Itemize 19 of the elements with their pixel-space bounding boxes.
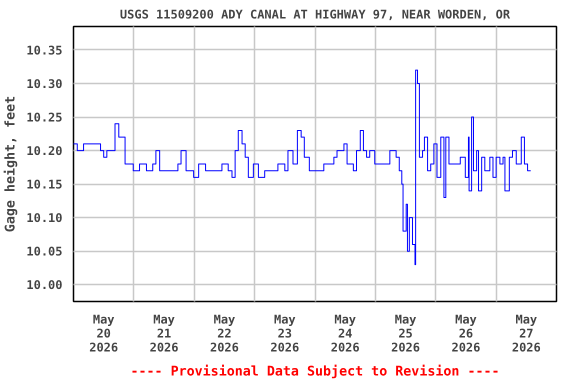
y-tick-label: 10.10	[26, 211, 62, 226]
y-tick-label: 10.20	[26, 144, 62, 158]
x-tick-label: May 25 2026	[391, 312, 420, 354]
text: ---- Provisional Data Subject to Revision ----	[130, 364, 500, 380]
x-tick-label: May 27 2026	[512, 312, 541, 354]
x-tick-label: May 26 2026	[451, 312, 480, 354]
x-tick-label: May 21 2026	[150, 312, 179, 354]
y-axis-title: Gage height, feet	[3, 96, 18, 232]
x-tick-label: May 22 2026	[210, 312, 239, 354]
y-tick-label: 10.25	[26, 110, 62, 125]
y-tick-label: 10.00	[26, 278, 62, 292]
y-tick-label: 10.30	[26, 77, 62, 92]
y-tick-label: 10.35	[26, 43, 62, 58]
x-tick-label: May 23 2026	[270, 312, 300, 354]
x-tick-label: May 24 2026	[330, 312, 360, 354]
y-tick-label: 10.15	[26, 178, 62, 192]
x-tick-label: May 20 2026	[89, 312, 118, 354]
chart-title: USGS 11509200 ADY CANAL AT HIGHWAY 97, NEAR WORDEN, OR	[120, 8, 511, 22]
y-tick-label: 10.05	[26, 244, 62, 259]
